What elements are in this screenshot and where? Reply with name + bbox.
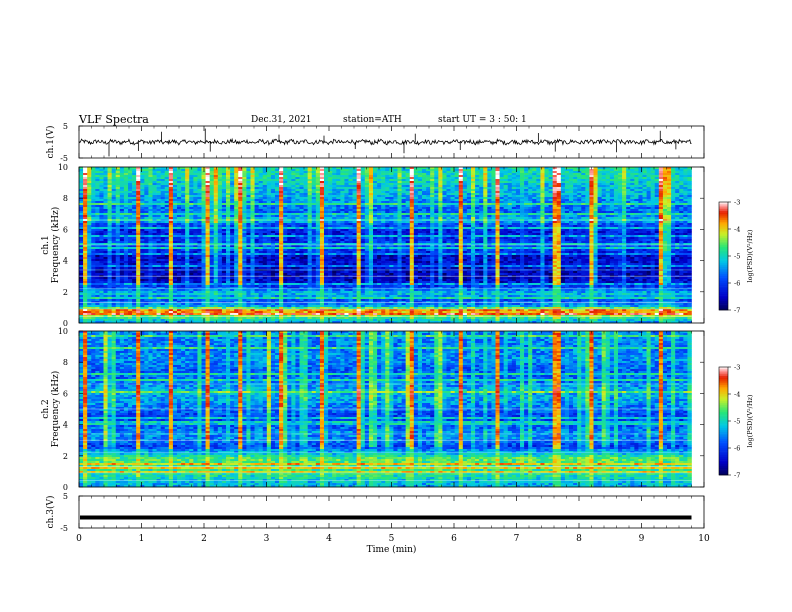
ch2-spectrogram-colorbar-tick: -6	[734, 445, 740, 453]
ch1-spectrogram-colorbar-tick: -4	[734, 226, 740, 234]
ch1-spectrogram-ylabel: ch.1 Frequency (kHz)	[41, 207, 61, 284]
x-tick-label: 10	[698, 534, 710, 544]
x-tick-label: 3	[264, 534, 270, 544]
x-tick-label: 6	[451, 534, 457, 544]
ch3-ytick-label: -5	[60, 524, 68, 533]
ch1-spectrogram-colorbar: -3 -4 -5 -6 -7 log(PSD)(V²/Hz)	[718, 199, 754, 315]
ch2-spectrogram-ylabel-line: ch.2	[41, 399, 51, 418]
date-label: Dec.31, 2021	[251, 115, 312, 125]
ch2-spectrogram-colorbar-tick: -4	[734, 391, 740, 399]
ch1-spectrogram-ytick-label: 0	[63, 319, 68, 328]
ch1-spectrogram-frame	[78, 166, 705, 324]
ch1-spectrogram-ytick-label: 8	[63, 194, 68, 203]
ch2-spectrogram-ylabel: ch.2 Frequency (kHz)	[41, 371, 61, 448]
ch1-trace	[78, 137, 692, 147]
x-tick-label: 4	[326, 534, 332, 544]
x-tick-label: 5	[389, 534, 395, 544]
ch1-spectrogram	[79, 167, 692, 324]
ch1-spectrogram-colorbar-tick: -7	[734, 307, 740, 315]
ch1-spectrogram-ytick-label: 2	[63, 288, 68, 297]
ch2-spectrogram-ytick-label: 2	[63, 452, 68, 461]
ch1-ytick-label: -5	[60, 154, 68, 163]
x-tick-label: 9	[639, 534, 645, 544]
ch1-spectrogram-colorbar-tick: -6	[734, 280, 740, 288]
ch1-ylabel-line: ch.1(V)	[45, 126, 56, 159]
ch2-spectrogram-colorbar-label: log(PSD)(V²/Hz)	[746, 394, 754, 447]
ch1-spectrogram-ylabel-line: Frequency (kHz)	[50, 207, 61, 284]
ch2-spectrogram-ytick-label: 4	[63, 421, 68, 430]
ch2-spectrogram	[79, 331, 692, 488]
x-tick-label: 2	[201, 534, 207, 544]
ch1-ytick-label: 5	[63, 122, 68, 131]
x-tick-label: 0	[76, 534, 82, 544]
start-ut-label: start UT = 3 : 50: 1	[438, 115, 527, 125]
figure-title: VLF Spectra	[79, 113, 149, 126]
ch1-spectrogram-colorbar-label: log(PSD)(V²/Hz)	[746, 229, 754, 282]
ch2-spectrogram-colorbar: -3 -4 -5 -6 -7 log(PSD)(V²/Hz)	[718, 364, 754, 480]
ch2-spectrogram-colorbar-tick: -3	[734, 364, 740, 372]
ch2-spectrogram-colorbar-tick: -5	[734, 418, 740, 426]
ch3-ytick-label: 5	[63, 492, 68, 501]
ch2-spectrogram-colorbar-tick: -7	[734, 472, 740, 480]
ch1-spectrogram-ytick-label: 6	[63, 225, 68, 234]
ch1-spectrogram-ylabel-line: ch.1	[41, 235, 51, 254]
ch1-waveform-frame	[78, 125, 705, 159]
ch2-spectrogram-ytick-label: 10	[58, 327, 68, 336]
x-tick-label: 7	[514, 534, 520, 544]
station-label: station=ATH	[343, 115, 402, 125]
ch3-ylabel: ch.3(V)	[45, 496, 56, 529]
ch1-spectrogram-ytick-label: 10	[58, 163, 68, 172]
ch3-ylabel-line: ch.3(V)	[45, 496, 56, 529]
ch2-spectrogram-frame	[78, 330, 705, 488]
ch3-waveform-frame	[78, 495, 705, 529]
ch2-spectrogram-ytick-label: 0	[63, 483, 68, 492]
ch1-spectrogram-colorbar-tick: -5	[734, 253, 740, 261]
x-axis-label: Time (min)	[367, 544, 417, 555]
ch2-spectrogram-ylabel-line: Frequency (kHz)	[50, 371, 61, 448]
ch1-spectrogram-colorbar-tick: -3	[734, 199, 740, 207]
ch2-spectrogram-ytick-label: 8	[63, 358, 68, 367]
ch1-ylabel: ch.1(V)	[45, 126, 56, 159]
ch1-spectrogram-ytick-label: 4	[63, 257, 68, 266]
ch2-spectrogram-ytick-label: 6	[63, 389, 68, 398]
x-tick-label: 1	[139, 534, 145, 544]
x-tick-label: 8	[576, 534, 582, 544]
